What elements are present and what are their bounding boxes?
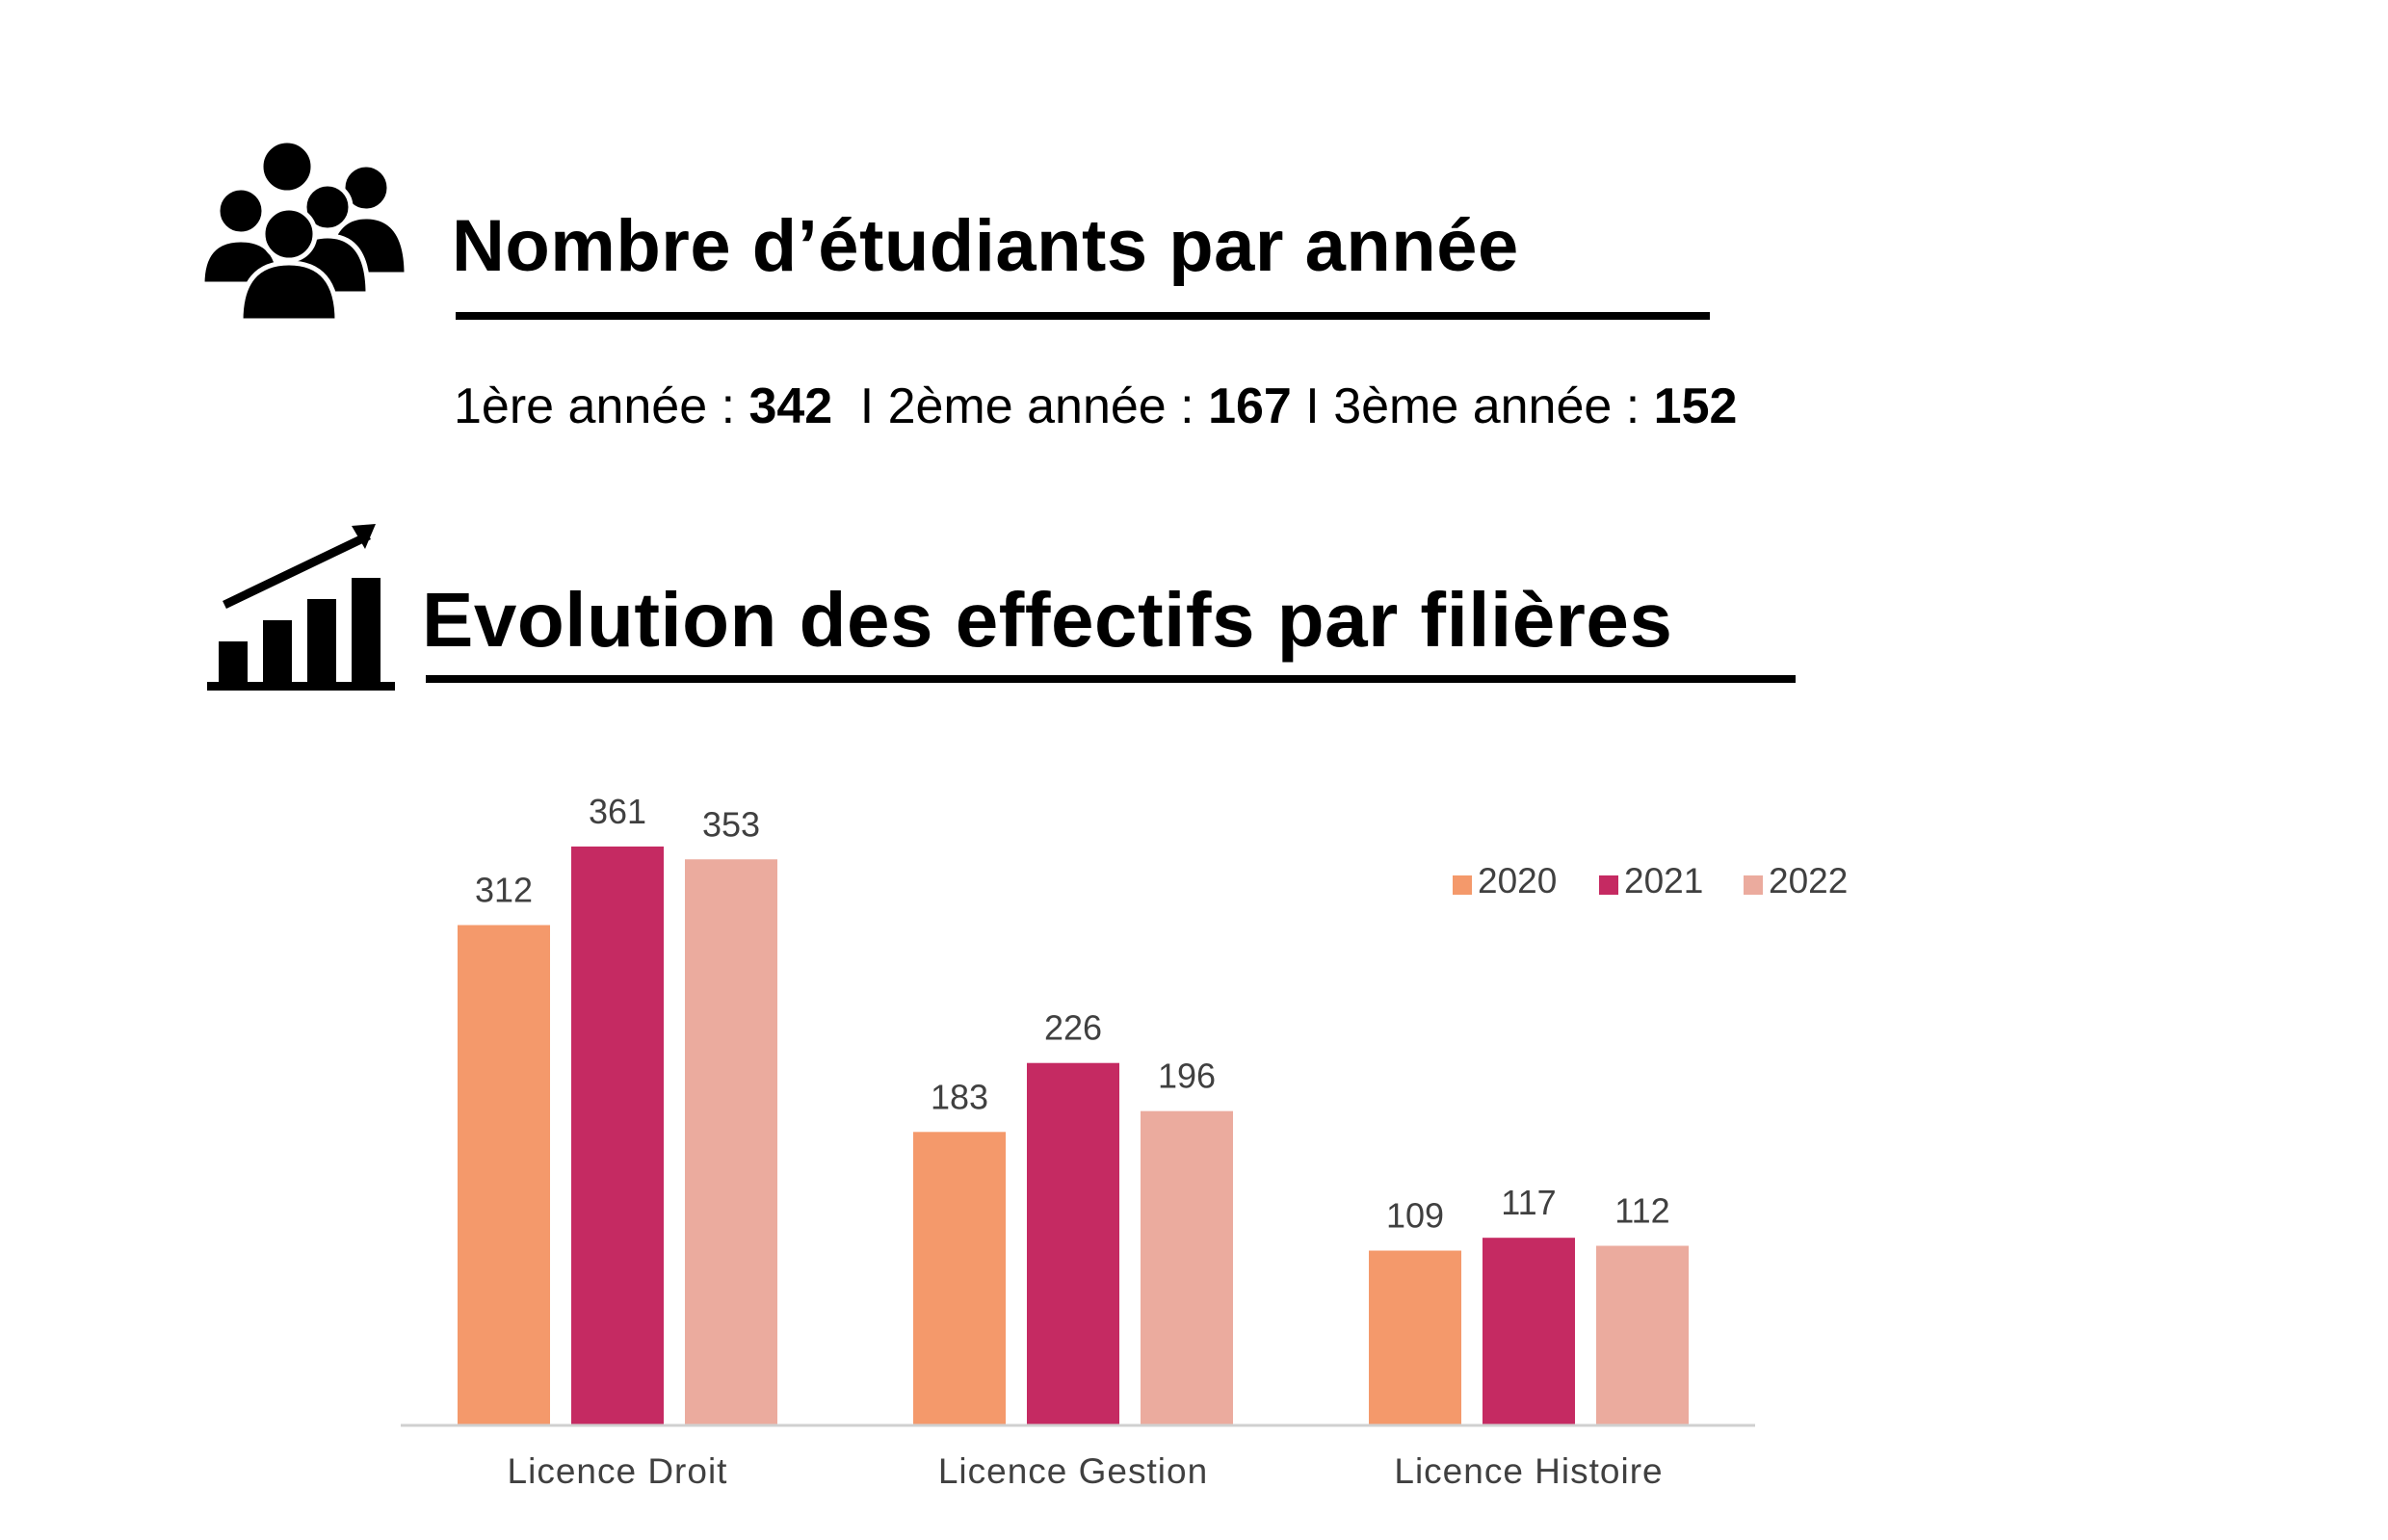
title-underline [426,675,1796,683]
separator: I [859,378,875,434]
bar-licence-gestion-2020 [913,1132,1006,1425]
data-label: 109 [1386,1196,1444,1236]
x-axis-labels: Licence Droit Licence Gestion Licence Hist… [508,1451,1663,1491]
bar-licence-droit-2020 [458,925,550,1425]
year-1-label: 1ère année : [454,378,749,434]
growth-chart-icon [207,524,395,691]
bar-licence-histoire-2021 [1483,1238,1575,1425]
year-3-value: 152 [1653,378,1738,434]
legend-swatch-2022 [1744,875,1763,895]
year-3-label: 3ème année : [1333,378,1654,434]
student-count-summary: 1ère année : 342 I 2ème année : 167 I 3è… [454,378,1737,435]
x-tick-label: Licence Gestion [938,1451,1208,1491]
bar-licence-histoire-2022 [1596,1245,1689,1425]
section-title-students: Nombre d’étudiants par année [452,205,1519,287]
legend-label-2021: 2021 [1624,861,1703,901]
bar-licence-histoire-2020 [1369,1250,1461,1425]
data-label: 196 [1158,1057,1216,1096]
x-tick-label: Licence Histoire [1394,1451,1663,1491]
title-underline [456,312,1710,320]
separator: I [1305,378,1320,434]
x-tick-label: Licence Droit [508,1451,728,1491]
data-label: 226 [1044,1008,1102,1048]
data-label: 353 [702,804,760,844]
legend-label-2020: 2020 [1478,861,1557,901]
bar-licence-gestion-2021 [1027,1062,1119,1425]
people-group-icon [202,140,409,323]
data-label: 112 [1614,1191,1669,1231]
year-1-value: 342 [748,378,833,434]
bar-licence-droit-2021 [571,846,664,1425]
legend-swatch-2021 [1599,875,1618,895]
data-label: 361 [589,792,646,831]
bar-group: 312 361 353 183 226 196 109 117 112 [458,792,1689,1425]
bar-licence-gestion-2022 [1141,1110,1233,1425]
bar-licence-droit-2022 [685,859,777,1425]
legend: 2020 2021 2022 [1453,861,1848,901]
data-label: 117 [1501,1183,1556,1222]
section-title-evolution: Evolution des effectifs par filières [422,577,1673,663]
year-2-value: 167 [1208,378,1292,434]
legend-swatch-2020 [1453,875,1472,895]
data-label: 183 [931,1077,988,1116]
legend-label-2022: 2022 [1769,861,1848,901]
year-2-label: 2ème année : [887,378,1209,434]
data-label: 312 [475,871,533,910]
